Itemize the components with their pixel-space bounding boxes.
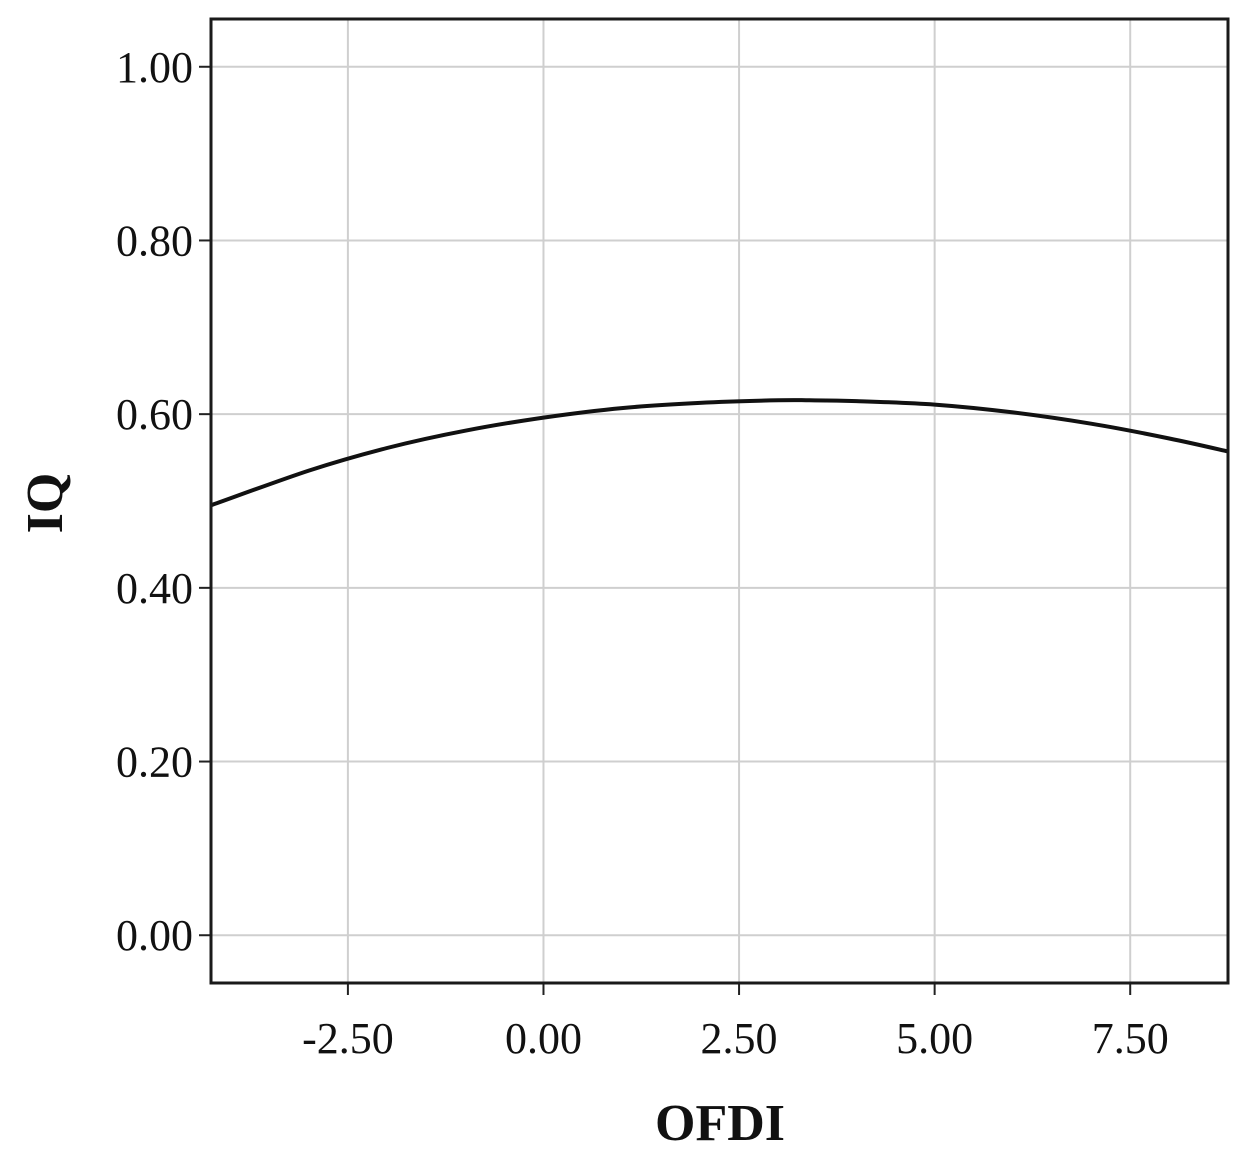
y-axis-ticks: 0.00 0.20 0.40 0.60 0.80 1.00: [116, 43, 211, 960]
y-tick-label: 0.60: [116, 390, 193, 439]
grid-lines: [211, 19, 1228, 983]
x-tick-label: 5.00: [896, 1014, 973, 1063]
x-tick-label: -2.50: [302, 1014, 394, 1063]
x-tick-label: 0.00: [505, 1014, 582, 1063]
x-axis-ticks: -2.50 0.00 2.50 5.00 7.50: [302, 983, 1169, 1063]
y-tick-label: 0.00: [116, 911, 193, 960]
y-tick-label: 0.80: [116, 216, 193, 265]
plot-frame: [209, 17, 1230, 985]
y-axis-title: IQ: [17, 473, 74, 534]
y-tick-label: 1.00: [116, 43, 193, 92]
y-tick-label: 0.20: [116, 738, 193, 787]
x-tick-label: 7.50: [1092, 1014, 1169, 1063]
y-tick-label: 0.40: [116, 564, 193, 613]
x-axis-title: OFDI: [655, 1095, 785, 1152]
x-tick-label: 2.50: [701, 1014, 778, 1063]
series-layer: [210, 398, 1229, 508]
fit-curve-line: [210, 398, 1229, 508]
